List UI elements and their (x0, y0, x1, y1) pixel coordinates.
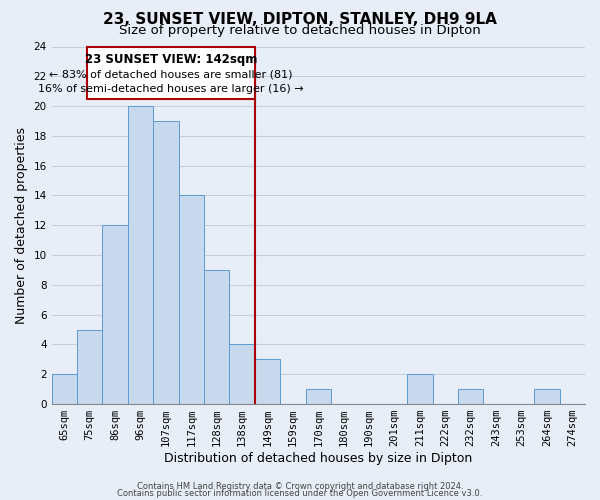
Bar (103, 226, 128, 404)
Text: Contains HM Land Registry data © Crown copyright and database right 2024.: Contains HM Land Registry data © Crown c… (137, 482, 463, 491)
Bar (534, 389, 560, 404)
Text: 16% of semi-detached houses are larger (16) →: 16% of semi-detached houses are larger (… (38, 84, 304, 94)
Text: 23 SUNSET VIEW: 142sqm: 23 SUNSET VIEW: 142sqm (85, 52, 257, 66)
Bar (87, 46, 255, 98)
Bar (153, 121, 179, 404)
Bar (128, 106, 153, 404)
Text: 23, SUNSET VIEW, DIPTON, STANLEY, DH9 9LA: 23, SUNSET VIEW, DIPTON, STANLEY, DH9 9L… (103, 12, 497, 28)
Text: Contains public sector information licensed under the Open Government Licence v3: Contains public sector information licen… (118, 489, 482, 498)
Bar (255, 360, 280, 404)
X-axis label: Distribution of detached houses by size in Dipton: Distribution of detached houses by size … (164, 452, 472, 465)
Bar (52, 374, 77, 404)
Bar (305, 389, 331, 404)
Y-axis label: Number of detached properties: Number of detached properties (15, 127, 28, 324)
Text: ← 83% of detached houses are smaller (81): ← 83% of detached houses are smaller (81… (49, 69, 293, 79)
Text: Size of property relative to detached houses in Dipton: Size of property relative to detached ho… (119, 24, 481, 37)
Bar (229, 344, 255, 404)
Bar (458, 389, 484, 404)
Bar (77, 330, 103, 404)
Bar (179, 196, 204, 404)
Bar (204, 270, 229, 404)
Bar (407, 374, 433, 404)
